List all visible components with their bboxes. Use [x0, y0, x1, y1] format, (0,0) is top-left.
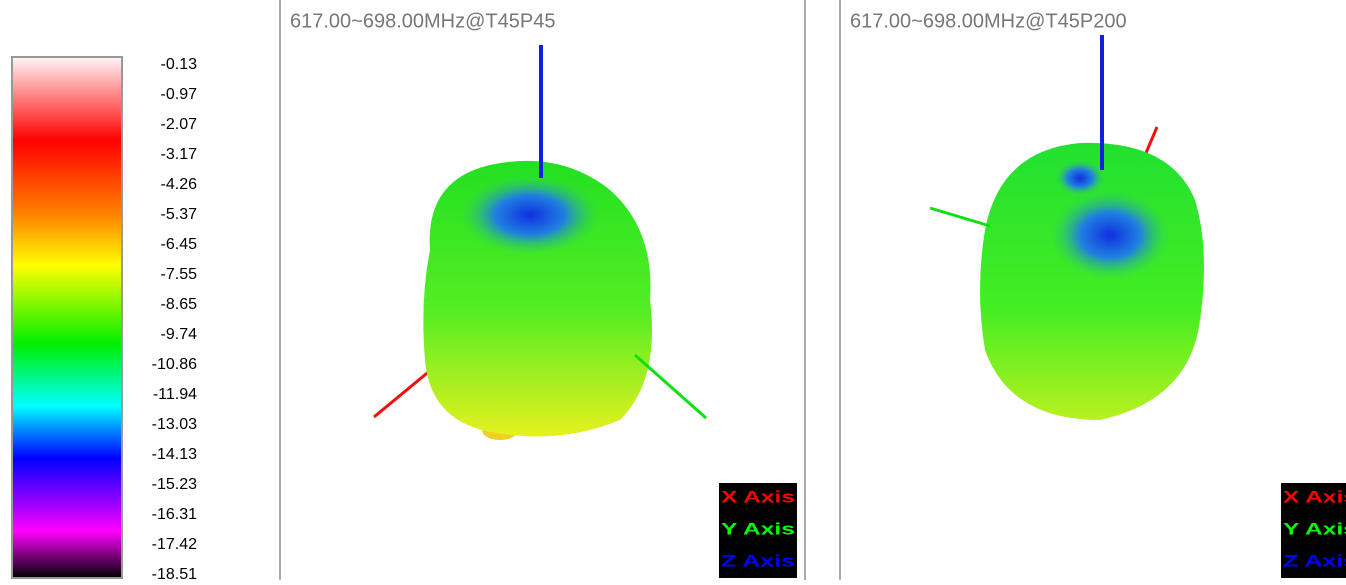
- color-bar-label: -15.23: [152, 476, 197, 493]
- axis-legend: [719, 483, 797, 578]
- axis-legend-label: Y Axis: [1283, 519, 1346, 538]
- axis-legend: [1281, 483, 1346, 578]
- color-bar-label: -5.37: [161, 206, 198, 223]
- color-bar: [11, 56, 123, 579]
- color-bar-label: -13.03: [152, 416, 197, 433]
- axis-legend-label: X Axis: [1283, 487, 1346, 506]
- color-bar-label: -0.13: [161, 56, 198, 73]
- null-region: [1050, 190, 1170, 280]
- axis-legend-label: X Axis: [721, 487, 795, 506]
- color-bar-label: -14.13: [152, 446, 197, 463]
- pattern-3d: [373, 45, 707, 440]
- color-bar-label: -10.86: [152, 356, 197, 373]
- color-bar-label: -0.97: [161, 86, 198, 103]
- color-bar-label: -17.42: [152, 536, 197, 553]
- panel-title: 617.00~698.00MHz@T45P200: [850, 10, 1127, 32]
- axis-legend-labels: X Axis Y Axis Z Axis: [1283, 487, 1346, 570]
- color-bar-labels: -0.13 -0.97 -2.07 -3.17 -4.26 -5.37 -6.45 -7.55…: [152, 56, 197, 583]
- axis-legend-label: Z Axis: [1283, 551, 1346, 570]
- color-bar-label: -6.45: [161, 236, 198, 253]
- axis-legend-label: Y Axis: [721, 519, 795, 538]
- color-bar-label: -11.94: [153, 386, 197, 403]
- color-bar-label: -2.07: [161, 116, 198, 133]
- color-bar-label: -7.55: [161, 266, 198, 283]
- color-bar-label: -3.17: [161, 146, 198, 163]
- y-axis-line: [634, 353, 707, 420]
- axis-legend-labels: X Axis Y Axis Z Axis: [721, 487, 795, 570]
- color-bar-label: -9.74: [161, 326, 198, 343]
- null-region: [1055, 160, 1105, 196]
- y-axis-line: [929, 206, 991, 228]
- panel-title: 617.00~698.00MHz@T45P45: [290, 10, 555, 32]
- color-bar-label: -16.31: [152, 506, 197, 523]
- color-bar-label: -8.65: [161, 296, 198, 313]
- color-bar-label: -18.51: [152, 566, 197, 583]
- pattern-3d: [929, 35, 1204, 420]
- null-region: [460, 175, 600, 255]
- color-bar-label: -4.26: [161, 176, 198, 193]
- axis-legend-label: Z Axis: [721, 551, 795, 570]
